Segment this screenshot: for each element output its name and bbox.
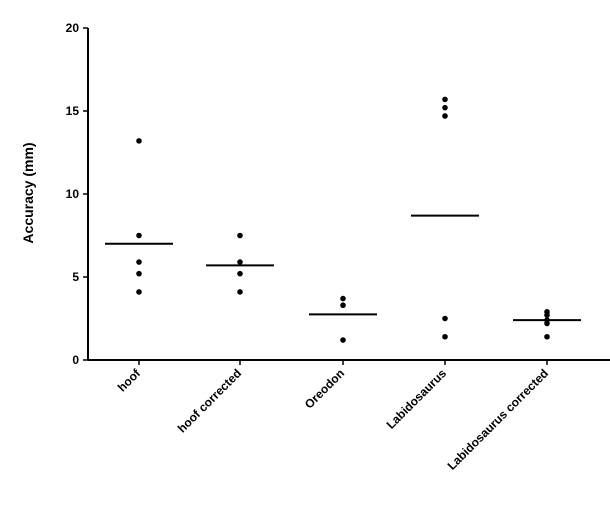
data-point: [340, 295, 346, 302]
data-point: [442, 333, 448, 340]
y-tick-label: 0: [72, 353, 79, 367]
x-axis: hoof hoof corrected Oreodon LabidosaurusLab…: [88, 359, 610, 473]
data-point: [237, 232, 243, 239]
y-tick-label: 10: [66, 187, 80, 201]
data-point: [136, 232, 142, 239]
data-point: [340, 337, 346, 343]
y-axis: 0 5 10 15 20: [66, 21, 89, 367]
category-label: Labidosaurus corrected: [445, 366, 552, 473]
y-tick-label: 20: [66, 21, 80, 35]
category-label: hoof corrected: [175, 366, 244, 435]
data-point: [237, 259, 243, 265]
category-label: hoof: [115, 366, 144, 395]
data-point: [340, 302, 346, 309]
data-point: [442, 315, 448, 322]
data-point: [544, 320, 550, 327]
plot-area: [105, 96, 581, 343]
category-label: Oreodon: [302, 366, 347, 411]
y-tick-label: 15: [66, 104, 80, 118]
data-point: [136, 259, 142, 265]
data-point: [237, 270, 243, 277]
data-point: [136, 270, 142, 277]
data-point: [544, 312, 550, 318]
data-point: [442, 113, 448, 119]
data-point: [442, 96, 448, 103]
data-point: [136, 289, 142, 295]
data-point: [442, 104, 448, 111]
y-axis-title: Accuracy (mm): [20, 142, 36, 243]
category-label: Labidosaurus: [384, 366, 450, 432]
data-point: [237, 289, 243, 295]
data-point: [136, 138, 142, 144]
data-point: [544, 333, 550, 340]
y-tick-label: 5: [72, 270, 79, 284]
